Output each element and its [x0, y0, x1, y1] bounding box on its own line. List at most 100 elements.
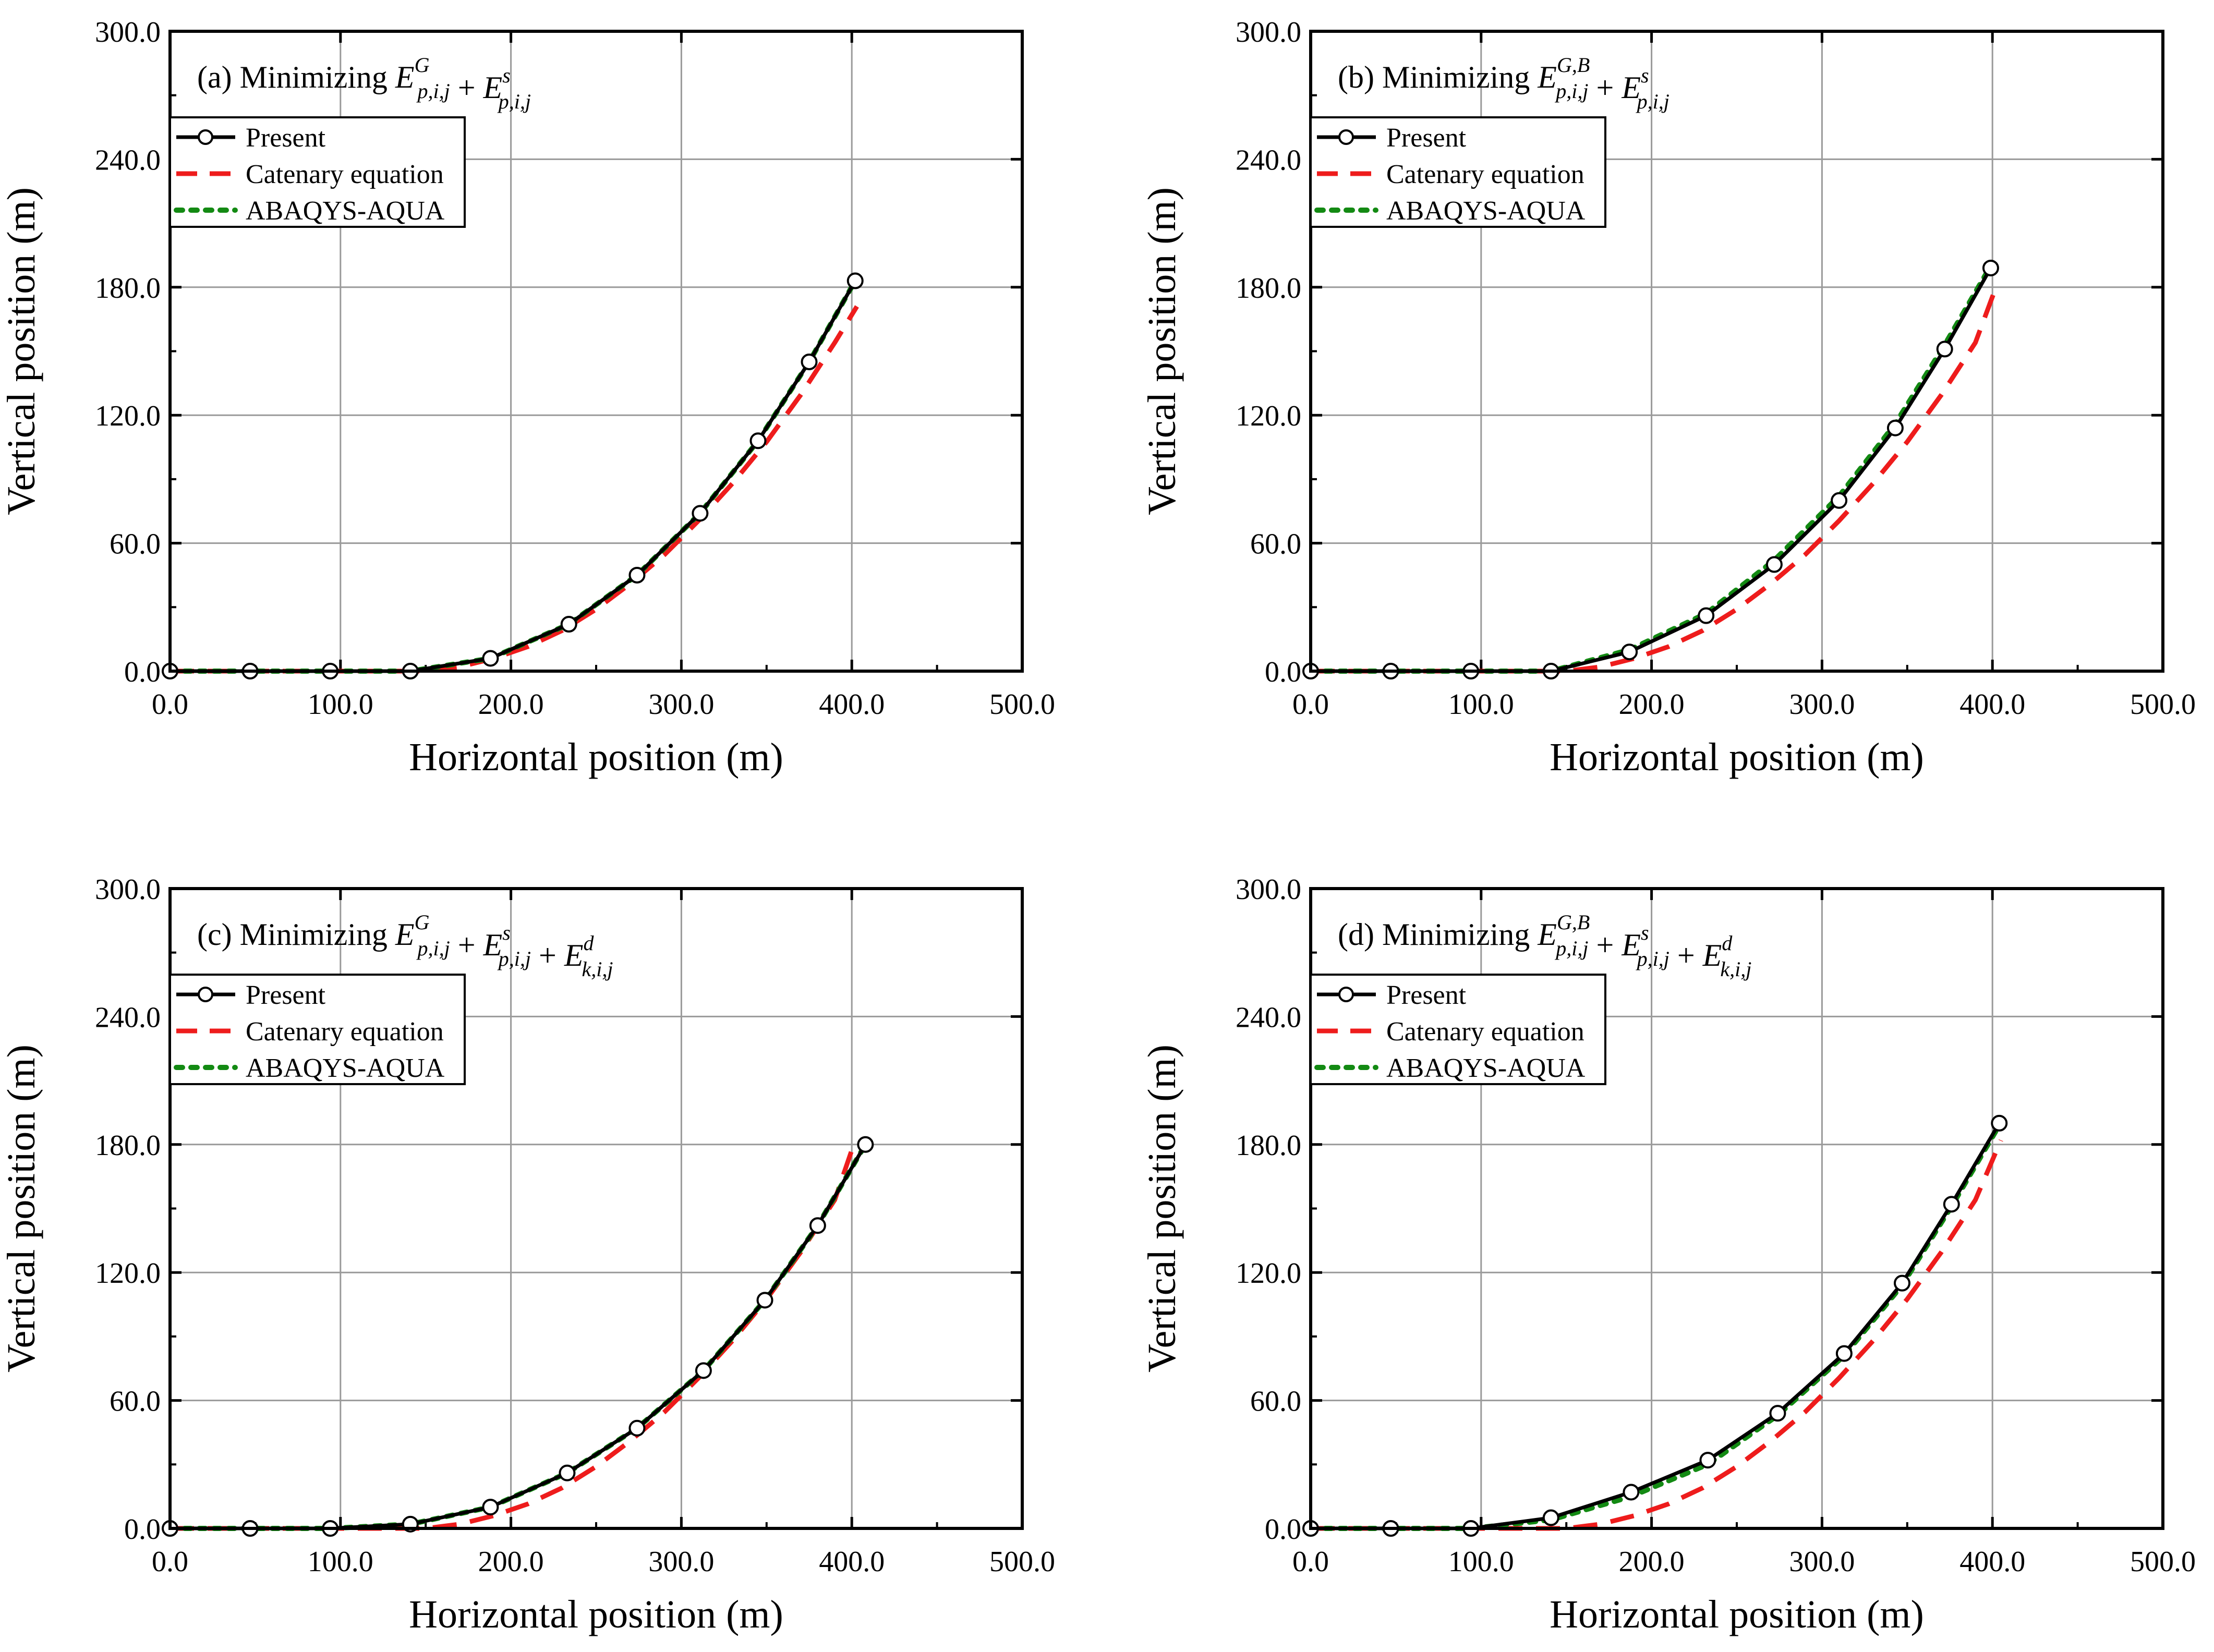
legend-label-catenary: Catenary equation — [1386, 1017, 1584, 1047]
present-marker — [1886, 419, 1904, 436]
y-tick-label: 120.0 — [95, 400, 161, 432]
present-marker — [1623, 1484, 1640, 1501]
y-tick-label: 300.0 — [1236, 16, 1301, 48]
plus-sign: + — [450, 70, 483, 105]
abaqus-series-line — [1308, 1123, 2002, 1531]
plus-sign: + — [531, 938, 564, 973]
present-marker — [1893, 1274, 1910, 1292]
y-tick-label: 0.0 — [124, 656, 161, 688]
present-marker — [801, 353, 818, 370]
legend-label-present: Present — [246, 980, 326, 1010]
x-tick-label: 500.0 — [2130, 688, 2196, 721]
present-marker — [1769, 1405, 1786, 1422]
panel-d: 0.0 100.0 200.0 300.0 400.0 500.0 0.0 60.0 120.0… — [1140, 873, 2196, 1636]
panel-title-prefix: (b) Minimizing — [1338, 60, 1538, 94]
x-tick-label: 400.0 — [1959, 688, 2025, 721]
x-tick-label: 300.0 — [1789, 1546, 1855, 1578]
energy-symbol: E — [395, 60, 415, 94]
energy-superscript: d — [584, 931, 595, 955]
abaqus-series-line — [167, 278, 858, 674]
present-marker — [482, 650, 499, 667]
present-marker — [559, 1464, 576, 1481]
y-tick-label: 120.0 — [95, 1257, 161, 1290]
x-tick-label: 100.0 — [1448, 688, 1514, 721]
plot-frame — [1309, 30, 2164, 673]
present-marker — [1936, 341, 1953, 358]
panel-c: 0.0 100.0 200.0 300.0 400.0 500.0 0.0 60.0 120.0… — [0, 873, 1055, 1636]
energy-superscript: G — [415, 910, 430, 934]
energy-superscript: G,B — [1557, 910, 1590, 934]
energy-subscript: k,i,j — [1720, 957, 1751, 981]
x-tick-label: 0.0 — [1292, 688, 1329, 721]
x-tick-label: 400.0 — [1959, 1546, 2025, 1578]
plus-sign: + — [1589, 70, 1622, 105]
present-marker — [1621, 643, 1638, 661]
y-tick-label: 60.0 — [1250, 528, 1301, 561]
present-marker — [1699, 1452, 1716, 1469]
y-tick-label: 0.0 — [1265, 1513, 1301, 1546]
y-tick-label: 240.0 — [95, 1001, 161, 1034]
x-tick-label: 200.0 — [1619, 1546, 1685, 1578]
present-marker — [1943, 1196, 1960, 1213]
plus-sign: + — [450, 928, 483, 962]
x-tick-label: 200.0 — [1619, 688, 1685, 721]
energy-subscript: p,i,j — [416, 937, 450, 960]
plot-frame — [168, 30, 1024, 673]
plot-frame — [168, 887, 1024, 1530]
x-tick-label: 200.0 — [478, 1546, 544, 1578]
panel-title: (b) Minimizing EG,B p,i,j + Es p,i,j — [1338, 53, 1669, 113]
legend-marker — [1338, 129, 1354, 145]
legend-label-present: Present — [246, 123, 326, 153]
x-tick-label: 500.0 — [2130, 1546, 2196, 1578]
y-tick-label: 180.0 — [1236, 272, 1301, 305]
plot-frame — [1309, 887, 2164, 1530]
x-axis-title: Horizontal position (m) — [409, 735, 783, 779]
present-marker — [756, 1292, 773, 1309]
y-tick-label: 0.0 — [124, 1513, 161, 1546]
y-tick-label: 300.0 — [1236, 873, 1301, 906]
present-marker — [1542, 1509, 1559, 1526]
energy-symbol: E — [1702, 938, 1722, 973]
y-tick-label: 240.0 — [1236, 144, 1301, 176]
catenary-series-line — [170, 305, 859, 674]
legend-label-catenary: Catenary equation — [246, 160, 444, 189]
energy-symbol: E — [483, 928, 503, 962]
panel-a: 0.0 100.0 200.0 300.0 400.0 500.0 0.0 60.0 120.0… — [0, 16, 1055, 779]
energy-symbol: E — [1621, 928, 1641, 962]
x-tick-label: 400.0 — [819, 688, 885, 721]
present-marker — [482, 1499, 499, 1516]
catenary-series-line — [1311, 282, 2000, 674]
x-tick-label: 0.0 — [152, 1546, 188, 1578]
y-tick-label: 120.0 — [1236, 400, 1301, 432]
y-axis-title: Vertical position (m) — [1140, 1044, 1184, 1372]
energy-subscript: p,i,j — [1554, 79, 1588, 103]
energy-subscript: p,i,j — [497, 90, 531, 113]
legend-label-abaqus: ABAQYS-AQUA — [1386, 1053, 1586, 1083]
y-axis-title: Vertical position (m) — [1140, 187, 1184, 515]
present-marker — [809, 1217, 826, 1234]
plus-sign: + — [1589, 928, 1622, 962]
y-tick-label: 180.0 — [95, 1129, 161, 1162]
legend-marker — [1338, 987, 1354, 1002]
y-tick-label: 240.0 — [95, 144, 161, 176]
panel-title: (c) Minimizing EG p,i,j + Es p,i,j + Ed k,i… — [197, 910, 613, 981]
y-tick-label: 240.0 — [1236, 1001, 1301, 1034]
y-tick-label: 60.0 — [1250, 1386, 1301, 1418]
energy-subscript: p,i,j — [416, 79, 450, 103]
energy-subscript: p,i,j — [1636, 90, 1669, 113]
x-tick-label: 500.0 — [989, 1546, 1055, 1578]
energy-symbol: E — [483, 70, 503, 105]
panel-title-prefix: (d) Minimizing — [1338, 917, 1538, 952]
panel-b: 0.0 100.0 200.0 300.0 400.0 500.0 0.0 60.0 120.0… — [1140, 16, 2196, 779]
energy-superscript: s — [502, 921, 511, 944]
y-tick-label: 180.0 — [95, 272, 161, 305]
legend-label-present: Present — [1386, 123, 1467, 153]
panel-title: (d) Minimizing EG,B p,i,j + Es p,i,j + Ed k… — [1338, 910, 1751, 981]
present-marker — [628, 566, 646, 584]
present-marker — [1835, 1345, 1853, 1362]
x-axis-title: Horizontal position (m) — [409, 1593, 783, 1636]
present-series-line — [1311, 1122, 2001, 1530]
present-marker — [1991, 1114, 2008, 1132]
x-axis-title: Horizontal position (m) — [1550, 1593, 1924, 1636]
